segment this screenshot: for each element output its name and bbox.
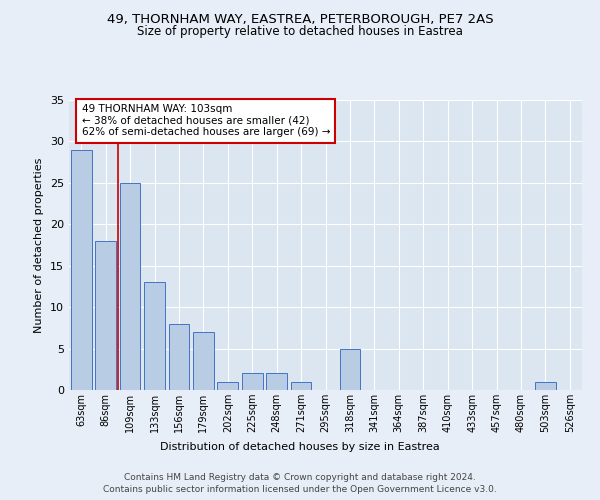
Bar <box>95 241 116 390</box>
Bar <box>217 382 238 390</box>
Text: Distribution of detached houses by size in Eastrea: Distribution of detached houses by size … <box>160 442 440 452</box>
Bar <box>290 382 311 390</box>
Text: 49 THORNHAM WAY: 103sqm
← 38% of detached houses are smaller (42)
62% of semi-de: 49 THORNHAM WAY: 103sqm ← 38% of detache… <box>82 104 330 138</box>
Text: 49, THORNHAM WAY, EASTREA, PETERBOROUGH, PE7 2AS: 49, THORNHAM WAY, EASTREA, PETERBOROUGH,… <box>107 12 493 26</box>
Bar <box>266 374 287 390</box>
Bar <box>193 332 214 390</box>
Bar <box>144 282 165 390</box>
Y-axis label: Number of detached properties: Number of detached properties <box>34 158 44 332</box>
Text: Size of property relative to detached houses in Eastrea: Size of property relative to detached ho… <box>137 25 463 38</box>
Text: Contains public sector information licensed under the Open Government Licence v3: Contains public sector information licen… <box>103 485 497 494</box>
Text: Contains HM Land Registry data © Crown copyright and database right 2024.: Contains HM Land Registry data © Crown c… <box>124 472 476 482</box>
Bar <box>119 183 140 390</box>
Bar <box>242 374 263 390</box>
Bar <box>535 382 556 390</box>
Bar <box>71 150 92 390</box>
Bar <box>169 324 190 390</box>
Bar <box>340 348 361 390</box>
